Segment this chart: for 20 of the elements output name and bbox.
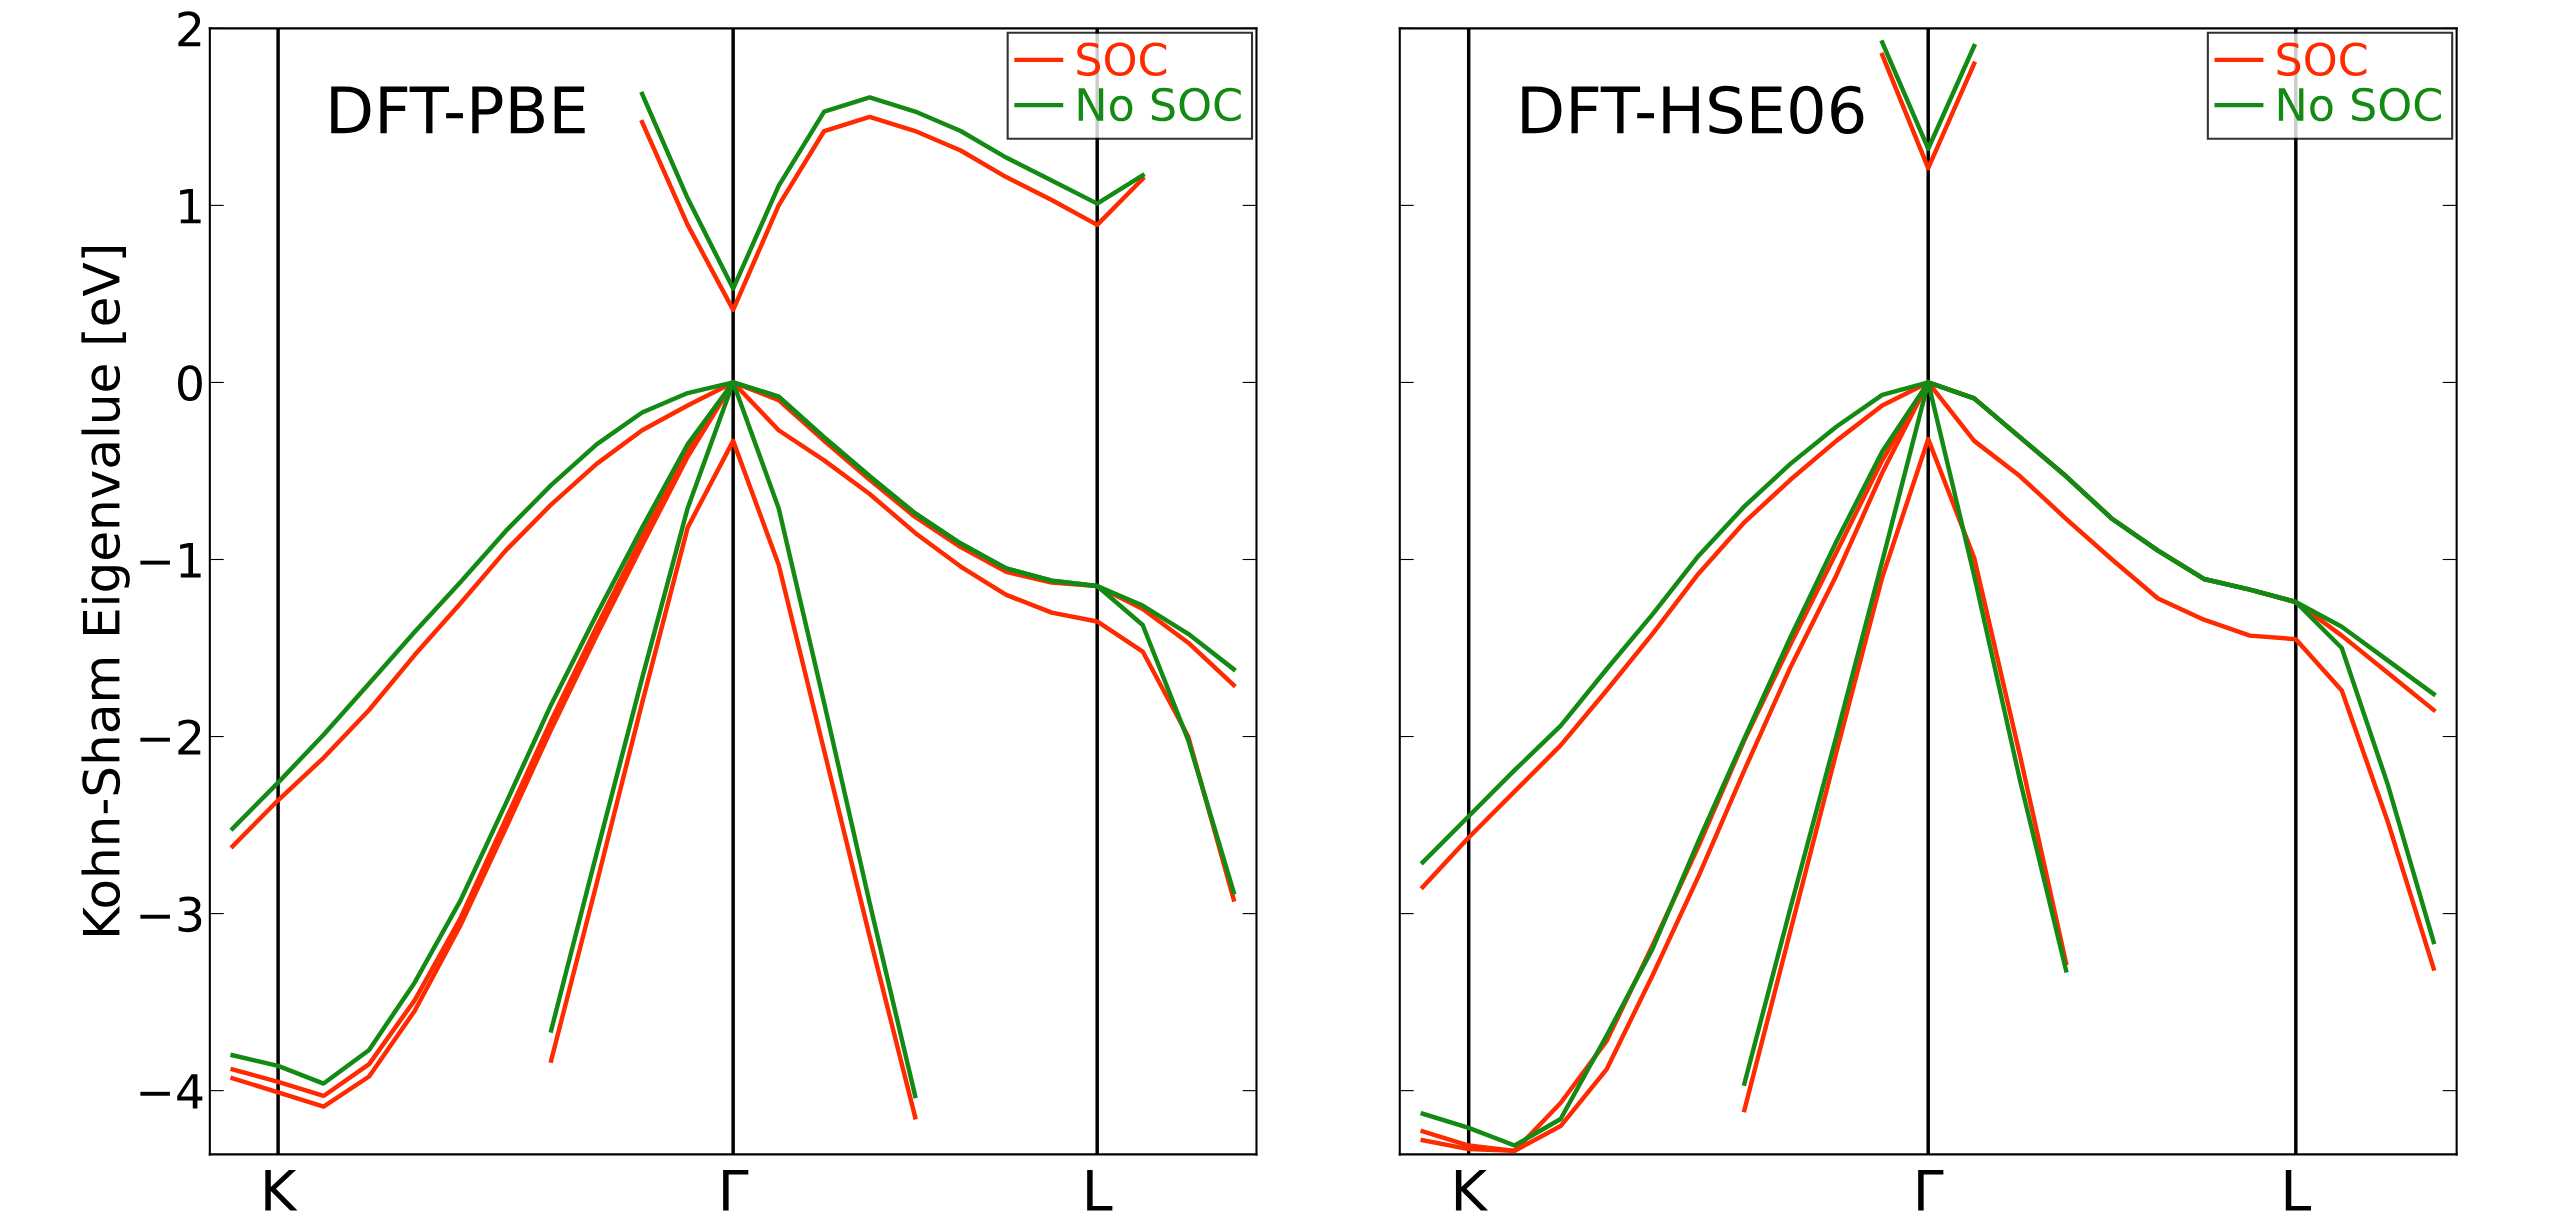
y-tick-label: 0 [178,365,202,402]
x-tick-label: L [2285,1169,2311,1211]
x-tick-label: K [265,1169,298,1211]
legend-label: No SOC [1078,87,1241,122]
x-tick-label: L [1087,1169,1113,1211]
legend-label: SOC [1077,42,1167,77]
y-tick-label: 2 [178,11,201,47]
y-tick-label: −3 [140,896,202,933]
y-tick-label: −4 [140,1074,203,1109]
x-tick-label: Γ [723,1169,749,1211]
annotation: DFT-PBE [331,86,585,134]
legend-label: No SOC [2278,87,2441,122]
x-tick-label: Γ [1918,1169,1944,1211]
legend-label: SOC [2277,42,2367,77]
y-axis-title: Kohn-Sham Eigenvalue [eV] [81,247,130,935]
y-tick-label: −1 [140,543,201,578]
x-tick-label: K [1455,1169,1489,1211]
y-tick-label: 1 [180,188,201,224]
y-tick-label: −2 [140,719,201,755]
annotation: DFT-HSE06 [1522,85,1864,135]
